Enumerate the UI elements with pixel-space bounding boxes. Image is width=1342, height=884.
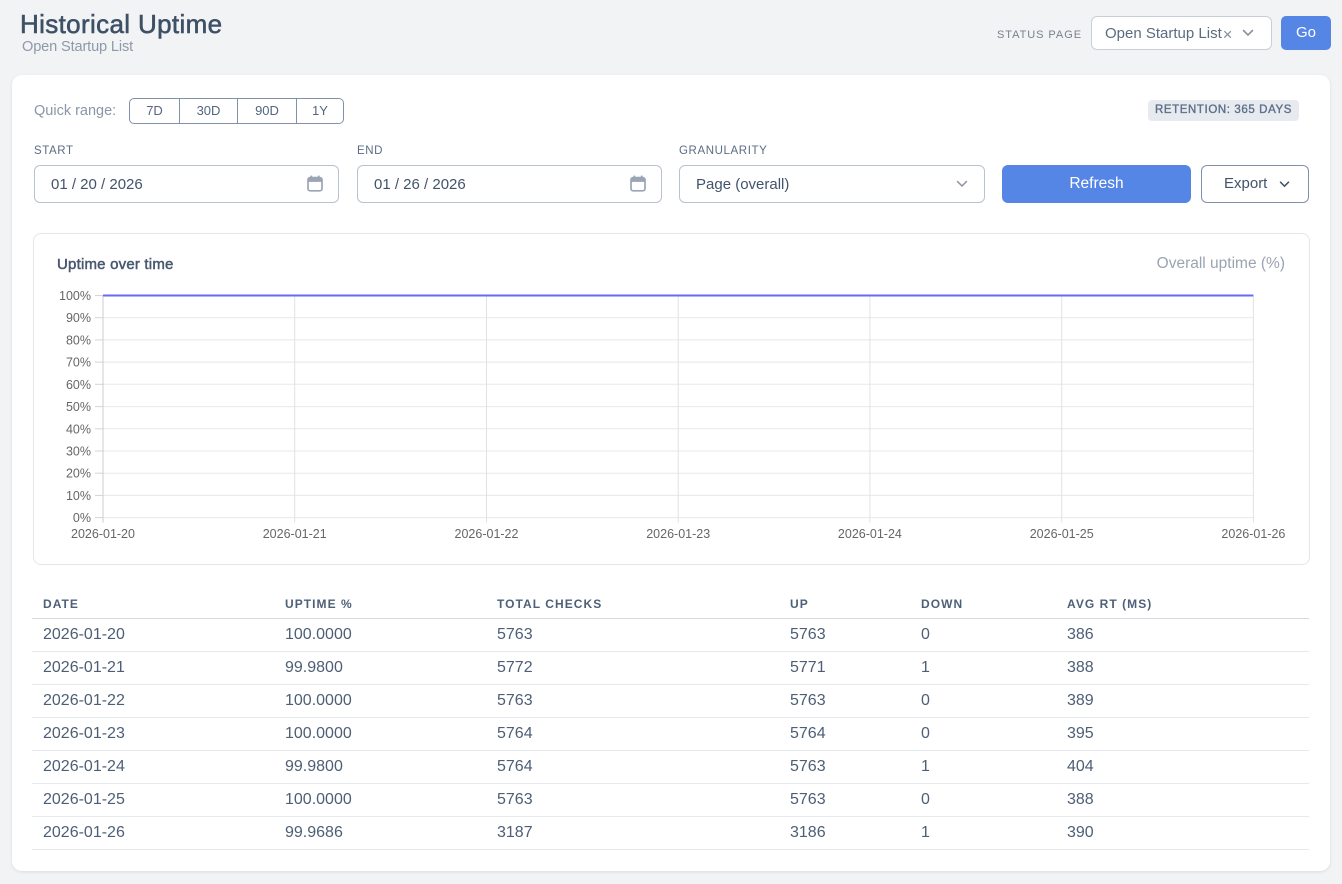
svg-text:70%: 70% [66,356,91,370]
svg-text:60%: 60% [66,378,91,392]
svg-text:0%: 0% [73,511,91,525]
svg-text:10%: 10% [66,489,91,503]
svg-text:2026-01-20: 2026-01-20 [71,527,135,541]
svg-text:50%: 50% [66,400,91,414]
svg-text:2026-01-25: 2026-01-25 [1030,527,1094,541]
svg-text:30%: 30% [66,445,91,459]
svg-text:2026-01-21: 2026-01-21 [263,527,327,541]
svg-text:2026-01-24: 2026-01-24 [838,527,902,541]
svg-text:2026-01-23: 2026-01-23 [646,527,710,541]
svg-text:20%: 20% [66,467,91,481]
svg-text:2026-01-26: 2026-01-26 [1221,527,1285,541]
svg-text:100%: 100% [59,289,91,303]
svg-text:90%: 90% [66,311,91,325]
svg-text:80%: 80% [66,333,91,347]
svg-text:2026-01-22: 2026-01-22 [455,527,519,541]
svg-text:40%: 40% [66,422,91,436]
